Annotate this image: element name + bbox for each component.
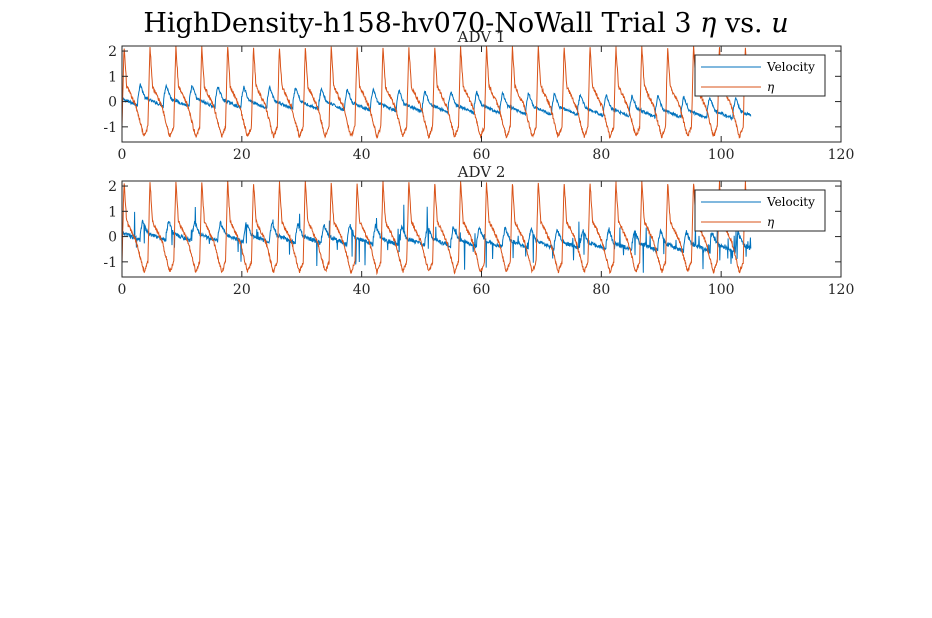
legend-label: η — [767, 80, 775, 94]
x-tick-label: 120 — [828, 282, 855, 298]
y-tick-label: 0 — [108, 95, 117, 111]
legend: Velocity η — [694, 189, 826, 232]
x-tick-label: 20 — [233, 282, 251, 298]
x-tick-label: 0 — [118, 147, 127, 163]
x-tick-label: 100 — [708, 282, 735, 298]
legend-label: Velocity — [766, 195, 815, 209]
y-tick-label: 2 — [108, 179, 117, 195]
legend-box — [694, 54, 826, 97]
subplot-title: ADV 1 — [457, 28, 506, 46]
y-tick-label: 2 — [108, 44, 117, 60]
figure-title-eta: η — [700, 8, 717, 39]
y-tick-label: 0 — [108, 230, 117, 246]
plot-area — [122, 181, 752, 276]
figure-title-vs: vs. — [716, 8, 772, 39]
y-tick-label: 1 — [108, 69, 117, 85]
x-tick-label: 60 — [473, 147, 491, 163]
series-line-velocity — [122, 83, 752, 122]
y-tick-label: -1 — [103, 120, 117, 136]
x-tick-label: 60 — [473, 282, 491, 298]
x-tick-label: 80 — [592, 147, 610, 163]
x-tick-label: 100 — [708, 147, 735, 163]
series-line-eta — [122, 46, 752, 140]
legend-box — [694, 189, 826, 232]
x-tick-label: 40 — [353, 282, 371, 298]
series-line-velocity — [122, 204, 752, 273]
x-tick-label: 20 — [233, 147, 251, 163]
x-tick-label: 40 — [353, 147, 371, 163]
subplot-title: ADV 2 — [457, 163, 506, 181]
figure-title: HighDensity-h158-hv070-NoWall Trial 3 η … — [0, 8, 932, 39]
x-tick-label: 0 — [118, 282, 127, 298]
x-tick-label: 80 — [592, 282, 610, 298]
plot-area — [122, 46, 752, 140]
legend-label: η — [767, 215, 775, 229]
figure-title-u: u — [771, 8, 789, 39]
figure-title-text: HighDensity-h158-hv070-NoWall Trial 3 — [143, 8, 701, 39]
y-tick-label: -1 — [103, 255, 117, 271]
legend: Velocity η — [694, 54, 826, 97]
y-tick-label: 1 — [108, 204, 117, 220]
legend-label: Velocity — [766, 60, 815, 74]
series-line-eta — [122, 181, 752, 276]
x-tick-label: 120 — [828, 147, 855, 163]
